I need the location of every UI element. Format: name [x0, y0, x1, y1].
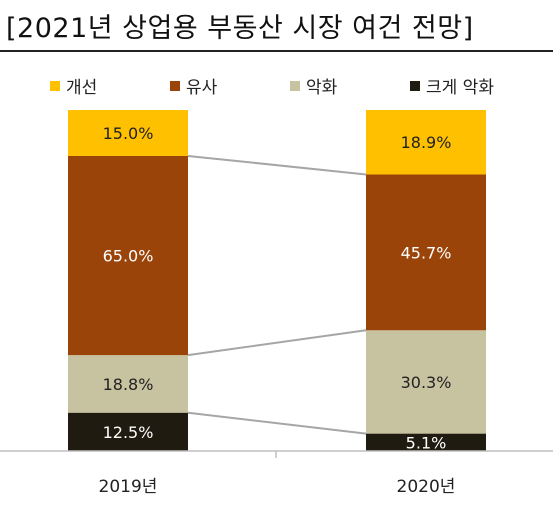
bar-segment: [366, 330, 486, 434]
data-label: 45.7%: [401, 243, 452, 262]
legend-swatch: [170, 80, 180, 91]
data-label: 18.9%: [401, 133, 452, 152]
legend-swatch: [410, 80, 420, 91]
connector-line: [187, 154, 367, 176]
legend-item-1: 개선: [50, 73, 97, 98]
bar-segment: [68, 355, 188, 413]
data-label: 30.3%: [401, 373, 452, 392]
data-label: 18.8%: [103, 375, 154, 394]
chart-title: [2021년 상업용 부동산 시장 여건 전망]: [6, 13, 474, 44]
legend-swatch: [290, 80, 300, 91]
bar-segment: [366, 110, 486, 175]
bar-segment: [68, 155, 188, 356]
bar-segment: [68, 412, 188, 451]
bar-segment: [68, 110, 188, 156]
legend-label: 개선: [66, 78, 98, 98]
data-label: 5.1%: [406, 433, 447, 452]
data-label: 65.0%: [103, 247, 154, 266]
bar-segment: [366, 174, 486, 331]
title-underline: [0, 50, 553, 52]
bar-segment: [366, 433, 486, 451]
connector-line: [187, 329, 367, 357]
legend-label: 유사: [186, 78, 218, 98]
legend-item-4: 크게 악화: [410, 73, 494, 98]
legend-label: 악화: [306, 78, 338, 98]
data-label: 15.0%: [103, 124, 154, 143]
x-tick-label: 2019년: [99, 477, 158, 497]
x-tick-label: 2020년: [397, 477, 456, 497]
legend-swatch: [50, 80, 60, 91]
legend-item-3: 악화: [290, 73, 337, 98]
legend: 개선 유사 악화 크게 악화: [0, 73, 553, 98]
connector-line: [187, 411, 367, 435]
data-label: 12.5%: [103, 423, 154, 442]
legend-item-2: 유사: [170, 73, 217, 98]
legend-label: 크게 악화: [426, 78, 494, 98]
